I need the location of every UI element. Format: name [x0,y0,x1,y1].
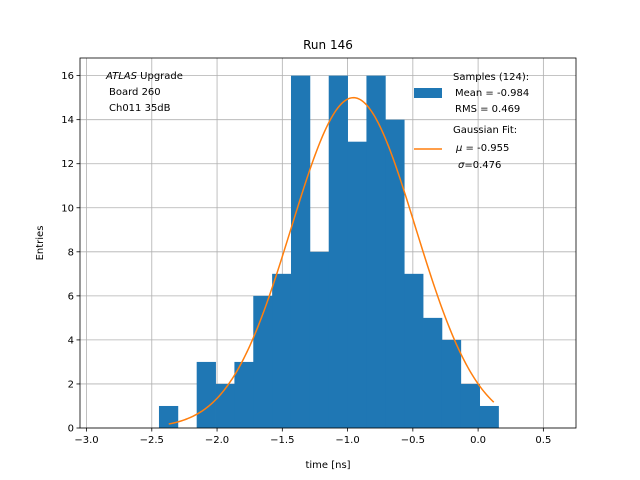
histogram-bar [479,405,499,428]
histogram-bar [215,383,235,428]
gaussian-fit-curve [168,96,495,425]
x-tick-label: 0.5 [535,435,551,446]
mu-value: = -0.955 [462,143,509,154]
y-tick-label: 12 [61,159,74,170]
sigma-symbol: σ [458,160,465,171]
legend-fit-sigma: σ=0.476 [458,160,501,171]
legend-histogram-swatch [414,88,442,98]
histogram-bar [366,75,386,428]
annotation-channel: Ch011 35dB [109,103,171,114]
x-tick-label: −3.0 [74,435,98,446]
histogram-bar [460,383,481,428]
legend-samples-mean: Mean = -0.984 [455,88,529,99]
histogram-bar [441,339,462,428]
x-tick-label: −1.5 [270,435,294,446]
histogram-bar [272,273,292,428]
gaussian-fit-layer [168,96,495,425]
histogram-bar [385,119,405,429]
histogram-bar [423,317,443,428]
histogram-bar [253,295,273,428]
histogram-bar [290,75,311,428]
x-tick-label: −2.5 [140,435,164,446]
plot-frame [79,57,577,429]
y-tick-label: 14 [61,115,74,126]
histogram-bars [158,75,499,429]
y-tick-label: 16 [61,71,74,82]
histogram-bar [404,273,424,428]
histogram-bar [158,405,179,428]
legend-fit-title: Gaussian Fit: [453,125,517,136]
histogram-bar [328,75,348,428]
detector-annotation: ATLAS Upgrade Board 260 Ch011 35dB [105,71,183,114]
y-tick-label: 8 [68,247,74,258]
mu-symbol: μ [455,143,462,154]
y-tick-label: 4 [68,335,74,346]
x-axis-label: time [ns] [305,460,350,471]
legend: Samples (124): Mean = -0.984 RMS = 0.469… [414,72,529,171]
histogram-bar [309,251,330,428]
sigma-value: =0.476 [464,160,501,171]
legend-samples-rms: RMS = 0.469 [455,104,520,115]
atlas-label: ATLAS [105,71,138,82]
x-tick-label: 0.0 [470,435,486,446]
y-tick-label: 0 [68,424,74,435]
x-tick-label: −2.0 [205,435,229,446]
legend-fit-mu: μ = -0.955 [455,143,509,154]
x-tick-label: −1.0 [335,435,359,446]
chart-title: Run 146 [303,38,353,52]
legend-samples-title: Samples (124): [453,72,529,83]
histogram-bar [196,361,216,428]
upgrade-label: Upgrade [137,71,183,82]
histogram-bar [347,141,367,428]
axis-ticks: −3.0 −2.5 −2.0 −1.5 −1.0 −0.5 0.0 0.5 0 2 4 6 8 10 12 1… [61,71,551,446]
y-tick-label: 6 [68,291,74,302]
y-tick-label: 10 [61,203,74,214]
histogram-bar [234,361,254,428]
y-axis-label: Entries [35,226,46,261]
x-tick-label: −0.5 [401,435,425,446]
y-tick-label: 2 [68,379,74,390]
annotation-board: Board 260 [109,87,161,98]
annotation-line-1: ATLAS Upgrade [105,71,183,82]
